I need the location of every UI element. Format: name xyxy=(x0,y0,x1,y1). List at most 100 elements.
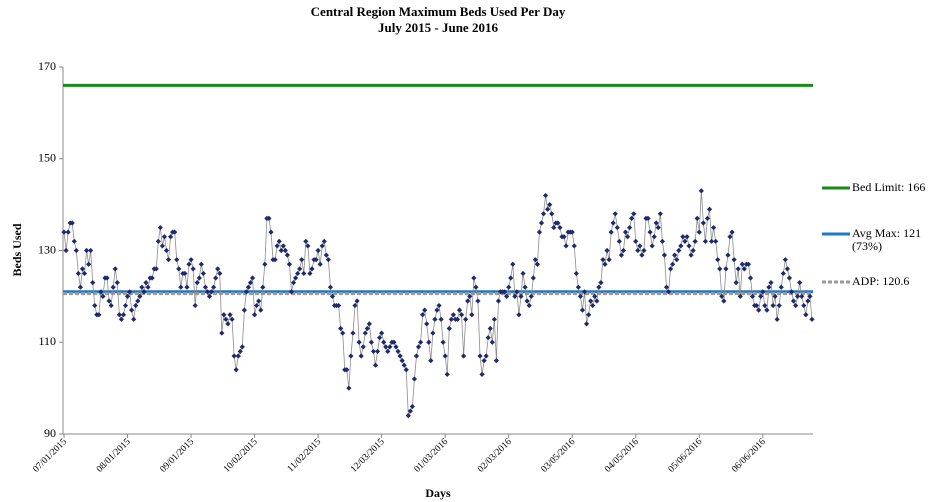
data-point xyxy=(772,293,778,299)
data-point xyxy=(374,348,381,355)
data-point xyxy=(399,358,405,364)
data-point xyxy=(256,298,262,304)
legend-label: ADP: 120.6 xyxy=(852,274,910,288)
data-point xyxy=(530,275,536,281)
data-point xyxy=(651,234,657,240)
data-point xyxy=(756,307,762,313)
data-point xyxy=(415,344,422,350)
data-point xyxy=(448,316,454,322)
data-point xyxy=(475,298,481,304)
data-point xyxy=(545,206,551,212)
data-point xyxy=(663,284,670,290)
data-point xyxy=(512,293,518,299)
data-point xyxy=(325,257,331,263)
data-point xyxy=(362,330,368,336)
data-point xyxy=(458,312,465,318)
data-point xyxy=(297,266,303,272)
data-point xyxy=(667,266,674,272)
data-point xyxy=(295,270,301,277)
data-point xyxy=(733,280,739,286)
data-point xyxy=(71,238,77,244)
data-point xyxy=(157,224,163,231)
data-point xyxy=(440,339,446,345)
data-point xyxy=(776,302,782,309)
data-point xyxy=(188,257,194,263)
data-point xyxy=(403,367,409,373)
data-point xyxy=(208,289,215,295)
data-point xyxy=(778,284,784,290)
data-point xyxy=(321,238,327,244)
data-point xyxy=(90,280,96,286)
data-point xyxy=(340,330,346,336)
data-point xyxy=(635,247,641,254)
data-point xyxy=(184,284,190,290)
y-tick-label: 170 xyxy=(38,59,56,73)
data-point xyxy=(305,243,311,249)
data-point xyxy=(96,312,102,318)
data-point xyxy=(108,302,114,309)
data-point xyxy=(729,229,735,235)
data-point xyxy=(284,252,290,258)
data-point xyxy=(397,353,403,359)
data-point xyxy=(569,229,575,235)
data-point xyxy=(692,238,698,244)
data-point xyxy=(715,257,721,263)
data-point xyxy=(465,298,471,304)
data-point xyxy=(686,243,692,249)
chart-subtitle: July 2015 - June 2016 xyxy=(378,20,498,35)
data-point xyxy=(790,298,797,304)
data-point xyxy=(178,284,184,290)
data-point xyxy=(637,243,643,249)
data-point xyxy=(131,316,137,322)
data-point xyxy=(717,266,723,272)
data-point xyxy=(329,293,336,299)
data-point xyxy=(737,293,743,299)
data-point xyxy=(579,307,586,313)
data-point xyxy=(678,243,684,249)
data-point xyxy=(508,275,514,281)
data-point xyxy=(600,257,606,263)
data-point xyxy=(176,266,182,272)
data-point xyxy=(608,229,614,235)
data-point xyxy=(493,358,500,364)
data-point xyxy=(360,344,366,350)
data-point xyxy=(143,280,149,286)
data-point xyxy=(547,202,553,208)
data-point xyxy=(190,266,196,272)
x-tick-label: 04/05/2016 xyxy=(603,437,641,475)
data-point xyxy=(163,247,170,254)
data-point xyxy=(81,270,88,277)
data-point xyxy=(534,261,540,267)
data-point xyxy=(745,261,752,267)
series-line xyxy=(63,190,813,416)
data-point xyxy=(786,275,793,281)
data-point xyxy=(540,211,547,217)
data-point xyxy=(770,302,776,309)
legend-label: Bed Limit: 166 xyxy=(852,180,926,194)
data-point xyxy=(174,257,180,263)
data-point xyxy=(227,312,233,318)
x-tick-label: 10/02/2015 xyxy=(222,437,260,475)
data-point xyxy=(182,270,188,277)
data-point xyxy=(409,403,415,410)
data-point xyxy=(104,275,110,281)
data-point xyxy=(592,293,598,299)
data-point xyxy=(518,293,524,299)
data-point xyxy=(542,192,549,199)
data-point xyxy=(307,270,313,277)
data-point xyxy=(616,238,622,244)
data-point xyxy=(75,270,81,277)
data-point xyxy=(780,270,786,277)
data-point xyxy=(618,252,625,258)
data-point xyxy=(352,302,358,309)
data-point xyxy=(610,220,616,226)
data-point xyxy=(549,211,555,217)
data-point xyxy=(805,298,811,304)
data-point xyxy=(788,289,795,295)
data-point xyxy=(290,280,297,286)
data-point xyxy=(768,280,774,286)
data-point xyxy=(704,215,711,221)
data-point xyxy=(489,339,495,345)
data-point xyxy=(272,257,278,263)
